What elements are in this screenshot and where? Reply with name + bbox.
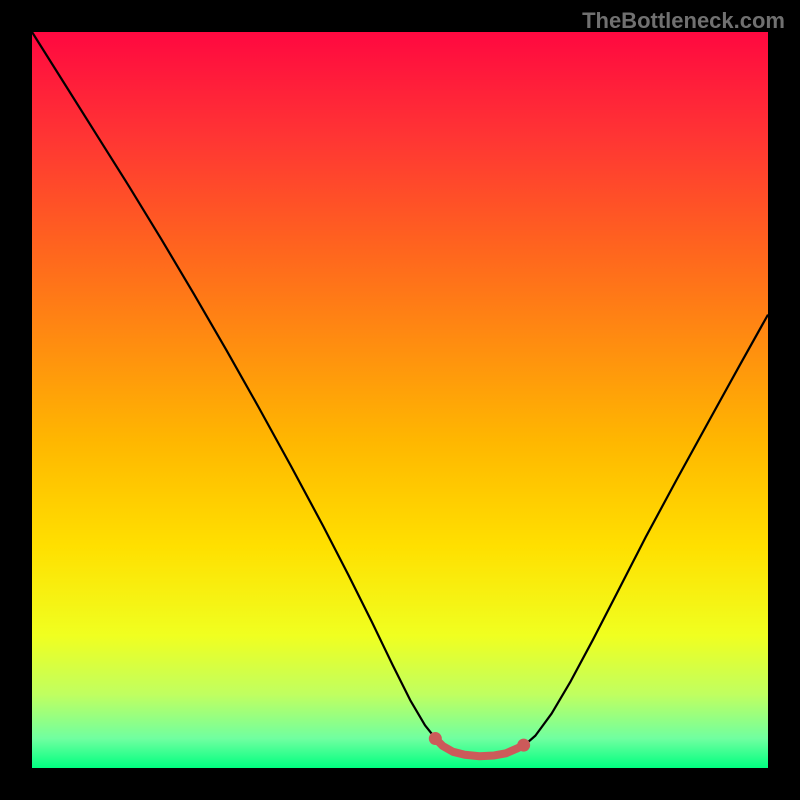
- curves-layer: [32, 32, 768, 768]
- valley-marker-endpoint-right: [517, 739, 530, 752]
- chart-stage: TheBottleneck.com: [0, 0, 800, 800]
- bottleneck-curve: [32, 32, 768, 755]
- watermark-text: TheBottleneck.com: [582, 8, 785, 34]
- plot-area: [32, 32, 768, 768]
- valley-marker-endpoint-left: [429, 732, 442, 745]
- valley-marker-path: [435, 739, 523, 757]
